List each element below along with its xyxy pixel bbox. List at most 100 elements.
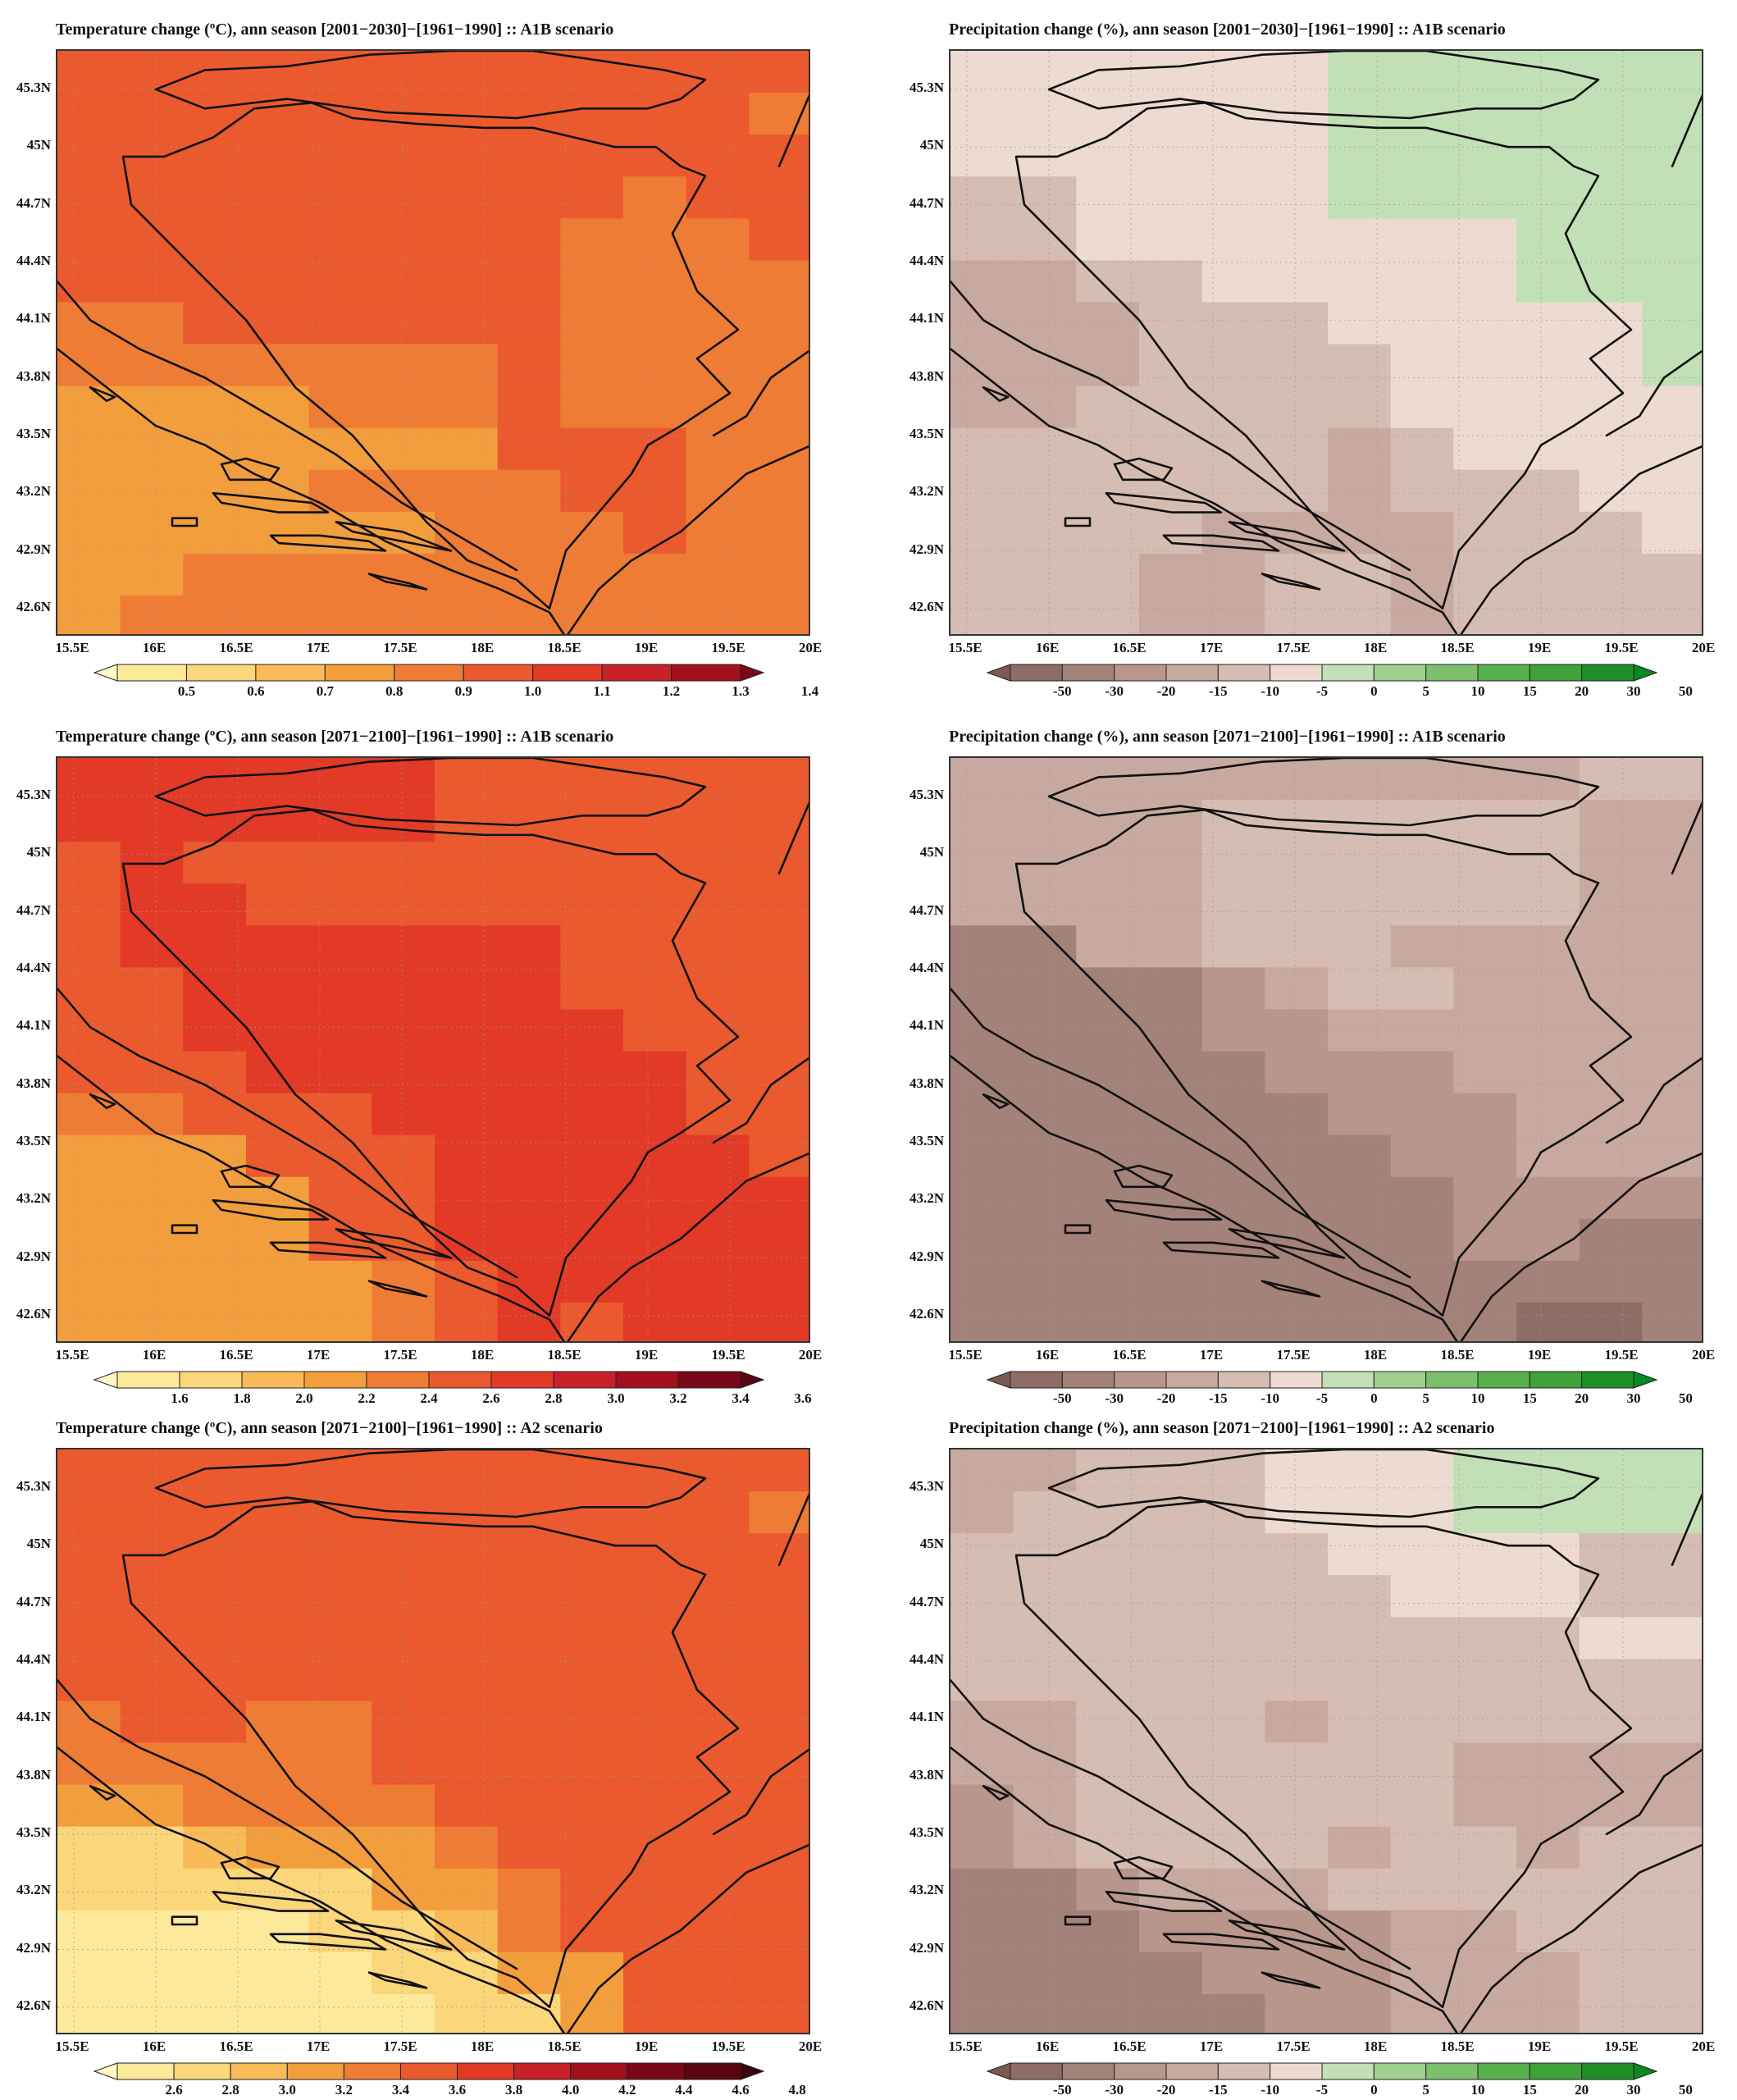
grid-cell bbox=[1579, 1009, 1643, 1052]
outline-mljet bbox=[367, 1971, 428, 1989]
outline-hvar bbox=[1105, 1198, 1223, 1221]
grid-cell bbox=[497, 302, 561, 345]
colorbar-segment bbox=[1581, 2062, 1634, 2080]
grid-cell bbox=[560, 427, 624, 471]
colorbar-segment bbox=[1529, 2062, 1583, 2080]
colorbar-segment bbox=[1217, 664, 1271, 682]
outline-peljesac bbox=[1228, 1227, 1346, 1259]
outline-montenegro bbox=[1460, 445, 1702, 634]
grid-cell bbox=[372, 1701, 435, 1744]
grid-cell bbox=[435, 260, 499, 304]
colorbar-label: 3.8 bbox=[505, 2082, 523, 2098]
grid-cell bbox=[560, 1617, 624, 1659]
grid-cell bbox=[560, 800, 624, 842]
grid-cell bbox=[1139, 967, 1203, 1011]
outline-vis bbox=[1064, 517, 1092, 527]
grid-cell bbox=[749, 1302, 809, 1341]
grid-cell bbox=[1642, 967, 1702, 1011]
grid-cell bbox=[623, 1051, 687, 1094]
grid-cell bbox=[560, 1993, 624, 2033]
grid-cell bbox=[1265, 758, 1329, 801]
colorbar-label: 5 bbox=[1422, 683, 1429, 699]
grid-cell bbox=[57, 1260, 121, 1303]
colorbar-under-triangle bbox=[986, 1371, 1011, 1389]
grid-cell bbox=[1390, 1575, 1454, 1618]
outline-vis bbox=[171, 517, 198, 527]
grid-cell bbox=[1139, 1952, 1203, 1995]
grid-cell bbox=[183, 1302, 247, 1341]
grid-cell bbox=[1076, 176, 1140, 219]
outline-montenegro bbox=[1460, 1843, 1702, 2033]
grid-cell bbox=[435, 1742, 499, 1786]
grid-cell bbox=[1201, 883, 1265, 926]
grid-cell bbox=[308, 427, 372, 471]
outline-mljet bbox=[1261, 1971, 1321, 1989]
grid-cell bbox=[686, 260, 750, 304]
lon-tick-label: 16.5E bbox=[219, 2038, 253, 2054]
grid-cell bbox=[1390, 1093, 1454, 1136]
grid-cell bbox=[1579, 1533, 1643, 1576]
lat-tick-label: 43.8N bbox=[16, 1766, 51, 1783]
grid-cell bbox=[183, 1784, 247, 1828]
grid-cell bbox=[1453, 883, 1517, 926]
grid-cell bbox=[1013, 1826, 1077, 1869]
grid-cell bbox=[1516, 1868, 1580, 1911]
grid-cell bbox=[560, 1826, 624, 1869]
grid-cell bbox=[246, 595, 310, 634]
grid-cell bbox=[1013, 1993, 1077, 2033]
grid-cell bbox=[1390, 1533, 1454, 1576]
grid-cell bbox=[1642, 1868, 1702, 1911]
grid-cell bbox=[120, 800, 184, 842]
grid-cell bbox=[1453, 758, 1517, 801]
grid-cell bbox=[57, 1051, 121, 1094]
lon-tick-label: 15.5E bbox=[55, 640, 89, 655]
grid-cell bbox=[560, 344, 624, 387]
grid-cell bbox=[246, 1826, 310, 1869]
grid-cell bbox=[372, 883, 435, 926]
lat-tick-label: 44.4N bbox=[16, 959, 51, 975]
grid-cell bbox=[57, 1093, 121, 1136]
grid-cell bbox=[1265, 344, 1329, 387]
grid-cell bbox=[749, 842, 809, 884]
grid-cell bbox=[1201, 1826, 1265, 1869]
grid-cell bbox=[1390, 1701, 1454, 1744]
grid-cell bbox=[1013, 1134, 1077, 1178]
outline-brac bbox=[220, 1164, 280, 1189]
map-area bbox=[56, 756, 810, 1343]
grid-cell bbox=[435, 176, 499, 219]
grid-cell bbox=[497, 469, 561, 513]
grid-cell bbox=[1139, 1993, 1203, 2033]
grid-cell bbox=[1265, 1176, 1329, 1220]
colorbar-segment bbox=[1061, 2062, 1115, 2080]
colorbar-label: -50 bbox=[1052, 2082, 1072, 2098]
grid-cell bbox=[560, 1742, 624, 1786]
grid-cell bbox=[246, 218, 310, 261]
grid-cell bbox=[1201, 925, 1265, 968]
grid-cell bbox=[372, 1575, 435, 1618]
grid-cell bbox=[246, 925, 310, 968]
grid-cell bbox=[1642, 1617, 1702, 1659]
grid-cell bbox=[1579, 925, 1643, 968]
outline-serbia_n bbox=[1671, 1492, 1702, 1566]
grid-cell bbox=[57, 1218, 121, 1262]
outline-serbia_n bbox=[1671, 801, 1702, 874]
grid-cell bbox=[1453, 302, 1517, 345]
grid-cell bbox=[1265, 260, 1329, 304]
grid-cell bbox=[57, 1533, 121, 1576]
colorbar-label: 0.6 bbox=[247, 683, 265, 699]
grid-cell bbox=[1453, 1302, 1517, 1341]
grid-cell bbox=[308, 135, 372, 177]
grid-cell bbox=[57, 511, 121, 555]
grid-cell bbox=[1516, 1826, 1580, 1869]
grid-cell bbox=[308, 218, 372, 261]
lat-tick-label: 45N bbox=[26, 844, 51, 861]
grid-cell bbox=[560, 1701, 624, 1744]
grid-cell bbox=[623, 1784, 687, 1828]
lon-tick-label: 17E bbox=[306, 2038, 331, 2054]
grid-cell bbox=[1139, 595, 1203, 634]
colorbar-label: 2.2 bbox=[358, 1390, 376, 1406]
grid-cell bbox=[1453, 1491, 1517, 1534]
grid-cell bbox=[1328, 469, 1392, 513]
grid-cell bbox=[435, 967, 499, 1011]
grid-cell bbox=[435, 1176, 499, 1220]
